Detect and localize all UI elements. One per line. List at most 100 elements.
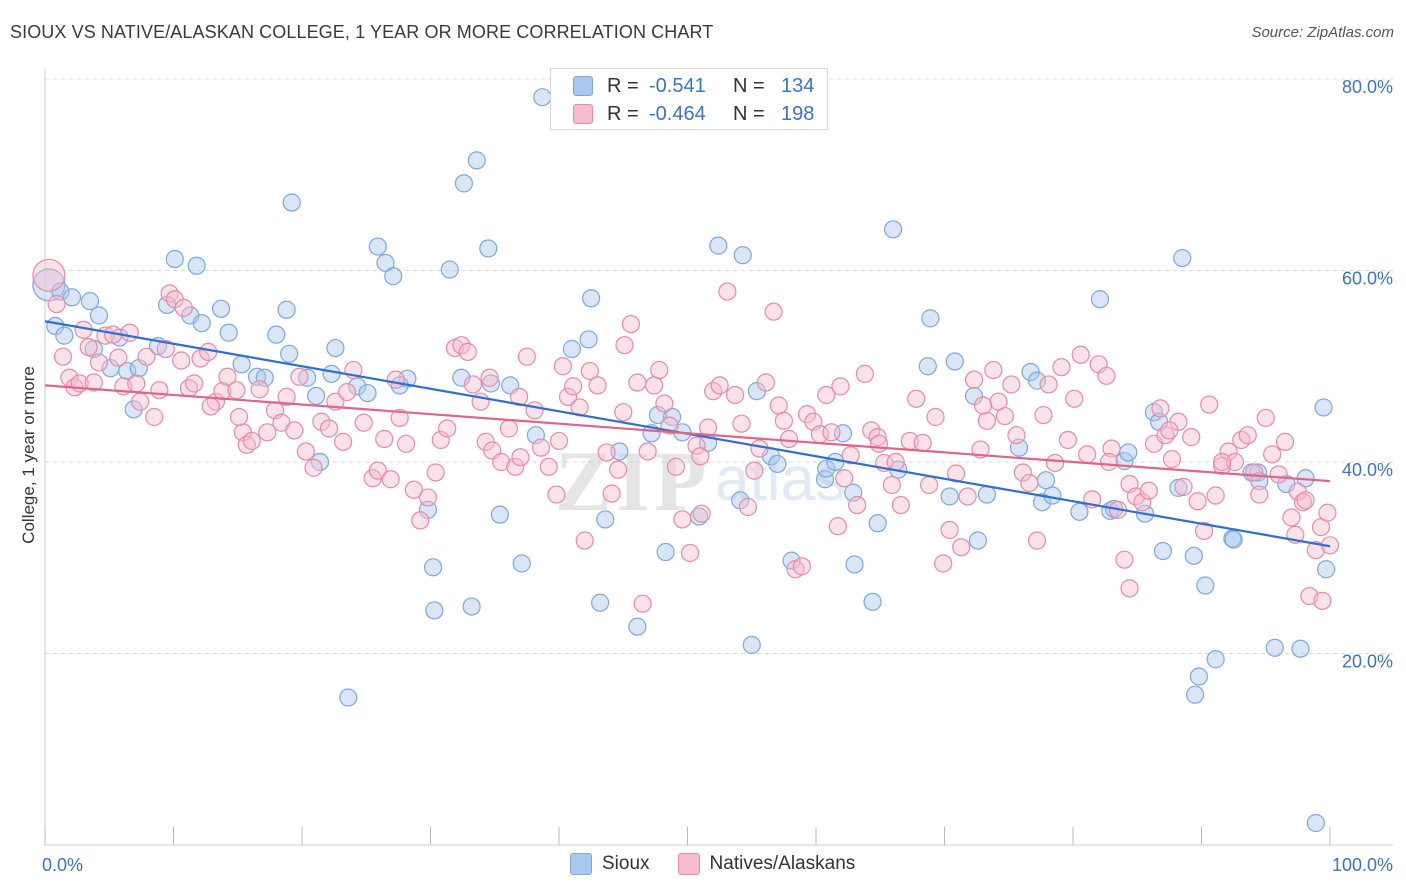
n-label: N = xyxy=(733,74,765,97)
natives-point xyxy=(1293,493,1313,512)
sioux-point xyxy=(648,405,668,425)
natives-point xyxy=(718,282,737,301)
natives-point xyxy=(150,381,169,400)
sioux-point xyxy=(376,253,395,272)
sioux-point xyxy=(89,306,109,325)
sioux-point xyxy=(368,237,387,256)
sioux-point xyxy=(479,239,498,258)
sioux-point xyxy=(582,289,601,308)
natives-point xyxy=(1045,453,1065,473)
r-value: -0.541 xyxy=(649,74,706,97)
y-axis-label: College, 1 year or more xyxy=(19,366,38,544)
natives-point xyxy=(1099,452,1119,472)
sioux-point xyxy=(326,338,345,358)
natives-point xyxy=(354,413,373,432)
legend-item-natives[interactable]: Natives/Alaskans xyxy=(677,853,855,875)
natives-point xyxy=(1139,481,1158,500)
sioux-point xyxy=(467,151,486,170)
sioux-point xyxy=(255,368,274,387)
natives-point xyxy=(368,461,387,480)
natives-point xyxy=(609,460,628,479)
natives-point xyxy=(750,439,769,458)
natives-point xyxy=(650,360,669,380)
sioux-point xyxy=(322,364,341,384)
natives-point xyxy=(698,418,718,437)
sioux-point xyxy=(709,236,728,255)
r-label: R = xyxy=(607,74,639,97)
sioux-point xyxy=(940,487,959,506)
sioux-point xyxy=(282,193,301,212)
sioux-point xyxy=(165,249,184,269)
n-value: 198 xyxy=(781,102,815,125)
natives-point xyxy=(290,367,309,386)
natives-point xyxy=(156,339,175,359)
sioux-point xyxy=(440,260,459,279)
natives-point xyxy=(1194,521,1214,541)
natives-point xyxy=(499,419,518,438)
natives-point xyxy=(835,469,854,488)
natives-point xyxy=(774,411,793,430)
natives-point xyxy=(1115,550,1134,569)
natives-point xyxy=(452,336,471,355)
sioux-point xyxy=(452,368,471,387)
natives-point xyxy=(404,480,423,499)
gridlines xyxy=(45,78,1393,654)
natives-point xyxy=(160,284,179,303)
sioux-point xyxy=(55,326,74,345)
natives-point xyxy=(285,421,304,440)
natives-point xyxy=(304,458,323,477)
sioux-point xyxy=(454,174,474,193)
sioux-point xyxy=(782,551,801,570)
natives-point xyxy=(458,342,477,361)
natives-point xyxy=(628,373,647,392)
natives-point xyxy=(913,433,932,452)
natives-point xyxy=(756,373,775,392)
natives-point xyxy=(1275,432,1295,451)
chart-title: SIOUX VS NATIVE/ALASKAN COLLEGE, 1 YEAR … xyxy=(10,22,714,42)
natives-point xyxy=(614,403,633,422)
natives-point xyxy=(396,434,416,453)
natives-point xyxy=(137,347,156,366)
natives-swatch xyxy=(573,104,593,124)
natives-point xyxy=(547,485,566,504)
sioux-point xyxy=(579,330,598,349)
sioux-point xyxy=(921,309,940,328)
natives-point xyxy=(411,511,430,530)
natives-point xyxy=(973,396,993,415)
natives-point xyxy=(1162,450,1182,469)
sioux-point xyxy=(1185,685,1205,704)
sioux-point xyxy=(80,292,100,311)
natives-point xyxy=(1020,473,1039,493)
natives-point xyxy=(525,401,544,420)
natives-point xyxy=(946,464,966,483)
n-value: 134 xyxy=(781,74,815,97)
natives-point xyxy=(32,258,66,292)
sioux-point xyxy=(187,256,206,275)
natives-point xyxy=(964,370,984,389)
natives-point xyxy=(958,487,977,506)
natives-point xyxy=(431,430,450,450)
natives-point xyxy=(848,495,867,515)
sioux-point xyxy=(62,288,82,307)
natives-point xyxy=(1188,492,1207,511)
sioux-point xyxy=(817,459,836,478)
natives-point xyxy=(995,406,1014,426)
natives-point xyxy=(277,387,296,406)
natives-point xyxy=(666,457,686,476)
natives-point xyxy=(725,385,745,405)
legend-item-sioux[interactable]: Sioux xyxy=(570,853,650,875)
natives-point xyxy=(907,389,926,408)
sioux-point xyxy=(192,314,211,333)
natives-point xyxy=(934,554,953,573)
natives-point xyxy=(511,448,530,467)
sioux-point xyxy=(1070,502,1089,521)
sioux-point xyxy=(490,505,509,524)
natives-point xyxy=(673,510,692,529)
sioux-point xyxy=(307,386,326,406)
natives-point xyxy=(127,374,146,393)
natives-point xyxy=(828,517,847,536)
sioux-point xyxy=(628,617,647,636)
natives-point xyxy=(145,407,164,427)
correlation-legend: R = -0.541 N = 134 R = -0.464 N = 198 xyxy=(550,68,828,130)
natives-point xyxy=(1102,439,1121,458)
